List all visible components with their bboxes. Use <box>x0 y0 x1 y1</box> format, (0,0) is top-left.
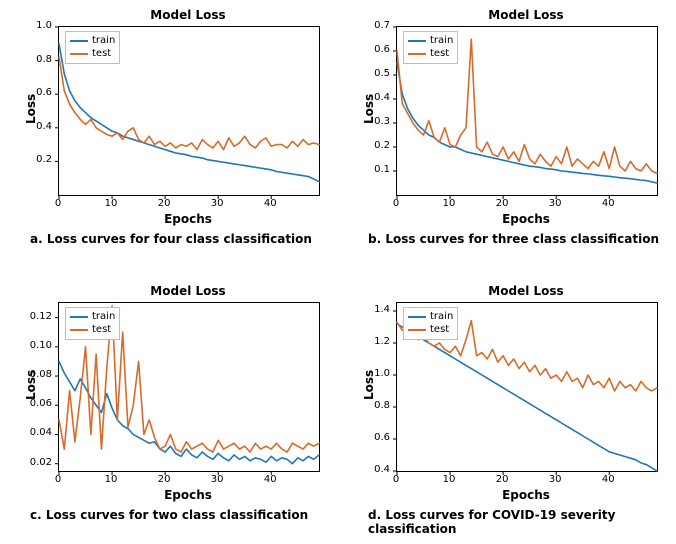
test-swatch <box>408 53 426 55</box>
y-axis-label: Loss <box>362 94 376 124</box>
plot-title: Model Loss <box>58 284 318 298</box>
legend: traintest <box>65 31 120 64</box>
xtick-label: 30 <box>545 198 565 209</box>
panel-caption: c. Loss curves for two class classificat… <box>30 508 308 522</box>
ytick-label: 0.4 <box>374 92 390 103</box>
legend-label-test: test <box>92 323 111 336</box>
x-axis-label: Epochs <box>58 488 318 502</box>
legend: traintest <box>403 31 458 64</box>
legend-row-train: train <box>70 310 115 323</box>
train-swatch <box>70 316 88 318</box>
legend-row-test: test <box>70 47 115 60</box>
panel-caption: b. Loss curves for three class classific… <box>368 232 659 246</box>
panel-caption: a. Loss curves for four class classifica… <box>30 232 312 246</box>
ytick-label: 0.6 <box>36 87 52 98</box>
ytick-label: 0.5 <box>374 68 390 79</box>
test-swatch <box>70 329 88 331</box>
ytick-label: 0.02 <box>30 457 52 468</box>
y-axis-label: Loss <box>362 370 376 400</box>
panel-a: Model Loss traintest 0 10 20 30 40 0.2 0.4 0.6 0.8… <box>10 4 338 268</box>
xtick-label: 20 <box>492 474 512 485</box>
xtick-label: 10 <box>439 474 459 485</box>
panel-b: Model Loss traintest 0 10 20 30 40 0.1 0.2 0.3 0.4… <box>348 4 676 268</box>
y-axis-label: Loss <box>24 370 38 400</box>
xtick-label: 10 <box>101 474 121 485</box>
xtick-label: 0 <box>48 474 68 485</box>
xtick-label: 0 <box>386 198 406 209</box>
xtick-label: 20 <box>154 198 174 209</box>
legend: traintest <box>403 307 458 340</box>
ytick-label: 0.2 <box>36 154 52 165</box>
train-line <box>59 44 319 182</box>
xtick-label: 0 <box>386 474 406 485</box>
ytick-label: 0.8 <box>374 400 390 411</box>
panel-d: Model Loss traintest 0 10 20 30 40 0.4 0.6 0.8 1.0… <box>348 280 676 544</box>
plot-area: traintest <box>396 26 658 196</box>
plot-area: traintest <box>58 302 320 472</box>
ytick-label: 0.6 <box>374 44 390 55</box>
legend-label-train: train <box>92 310 115 323</box>
legend-label-train: train <box>430 310 453 323</box>
test-swatch <box>70 53 88 55</box>
x-axis-label: Epochs <box>396 212 656 226</box>
xtick-label: 40 <box>260 474 280 485</box>
xtick-label: 40 <box>598 198 618 209</box>
plot-title: Model Loss <box>58 8 318 22</box>
xtick-label: 10 <box>101 198 121 209</box>
ytick-label: 0.12 <box>30 311 52 322</box>
ytick-label: 0.2 <box>374 140 390 151</box>
legend-label-test: test <box>92 47 111 60</box>
train-swatch <box>70 40 88 42</box>
x-axis-label: Epochs <box>396 488 656 502</box>
legend-label-test: test <box>430 47 449 60</box>
ytick-label: 0.8 <box>36 54 52 65</box>
xtick-label: 30 <box>207 198 227 209</box>
legend-label-train: train <box>430 34 453 47</box>
test-line <box>59 57 319 149</box>
plot-title: Model Loss <box>396 8 656 22</box>
ytick-label: 1.2 <box>374 336 390 347</box>
ytick-label: 0.6 <box>374 432 390 443</box>
panel-caption: d. Loss curves for COVID-19 severity cla… <box>368 508 676 536</box>
xtick-label: 30 <box>545 474 565 485</box>
ytick-label: 1.0 <box>374 368 390 379</box>
xtick-label: 30 <box>207 474 227 485</box>
ytick-label: 0.1 <box>374 164 390 175</box>
ytick-label: 0.7 <box>374 20 390 31</box>
figure: Model Losstraintest0102030400.20.40.60.8… <box>0 0 676 536</box>
y-axis-label: Loss <box>24 94 38 124</box>
xtick-label: 20 <box>492 198 512 209</box>
legend-label-train: train <box>92 34 115 47</box>
xtick-label: 0 <box>48 198 68 209</box>
legend-row-train: train <box>408 34 453 47</box>
plot-area: traintest <box>396 302 658 472</box>
legend-row-train: train <box>408 310 453 323</box>
xtick-label: 40 <box>260 198 280 209</box>
ytick-label: 0.04 <box>30 427 52 438</box>
ytick-label: 0.3 <box>374 116 390 127</box>
legend: traintest <box>65 307 120 340</box>
ytick-label: 0.4 <box>36 121 52 132</box>
xtick-label: 20 <box>154 474 174 485</box>
legend-row-test: test <box>408 323 453 336</box>
legend-row-train: train <box>70 34 115 47</box>
ytick-label: 1.0 <box>36 20 52 31</box>
legend-row-test: test <box>408 47 453 60</box>
plot-area: traintest <box>58 26 320 196</box>
ytick-label: 0.4 <box>374 464 390 475</box>
plot-title: Model Loss <box>396 284 656 298</box>
legend-row-test: test <box>70 323 115 336</box>
train-line <box>397 63 657 183</box>
train-swatch <box>408 40 426 42</box>
ytick-label: 1.4 <box>374 304 390 315</box>
xtick-label: 40 <box>598 474 618 485</box>
ytick-label: 0.10 <box>30 340 52 351</box>
x-axis-label: Epochs <box>58 212 318 226</box>
test-swatch <box>408 329 426 331</box>
xtick-label: 10 <box>439 198 459 209</box>
panel-c: Model Losstraintest0102030400.020.040.06… <box>10 280 338 544</box>
train-swatch <box>408 316 426 318</box>
legend-label-test: test <box>430 323 449 336</box>
